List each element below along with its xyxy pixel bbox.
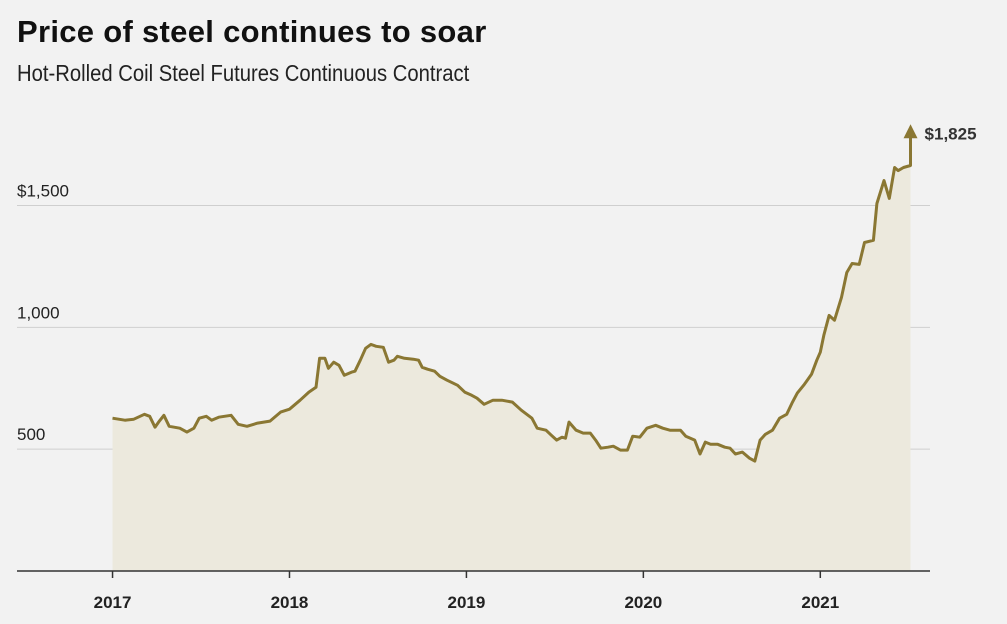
- end-value-label: $1,825: [925, 124, 977, 143]
- x-tick-label: 2020: [624, 593, 662, 612]
- chart-subtitle: Hot-Rolled Coil Steel Futures Continuous…: [17, 60, 470, 86]
- y-tick-label: 1,000: [17, 303, 60, 322]
- x-tick-label: 2019: [448, 593, 486, 612]
- x-tick-label: 2018: [271, 593, 309, 612]
- area-fill: [112, 136, 911, 572]
- x-tick-label: 2021: [801, 593, 839, 612]
- price-line: [112, 136, 912, 463]
- y-tick-label: 500: [17, 425, 45, 444]
- x-axis-ticks: 2017 2018 2019 2020 2021: [94, 571, 839, 612]
- arrow-up-icon: [903, 124, 918, 139]
- chart-title: Price of steel continues to soar: [17, 14, 487, 49]
- y-axis-labels: 500 1,000 $1,500: [17, 181, 69, 444]
- y-tick-label: $1,500: [17, 181, 69, 200]
- x-tick-label: 2017: [94, 593, 132, 612]
